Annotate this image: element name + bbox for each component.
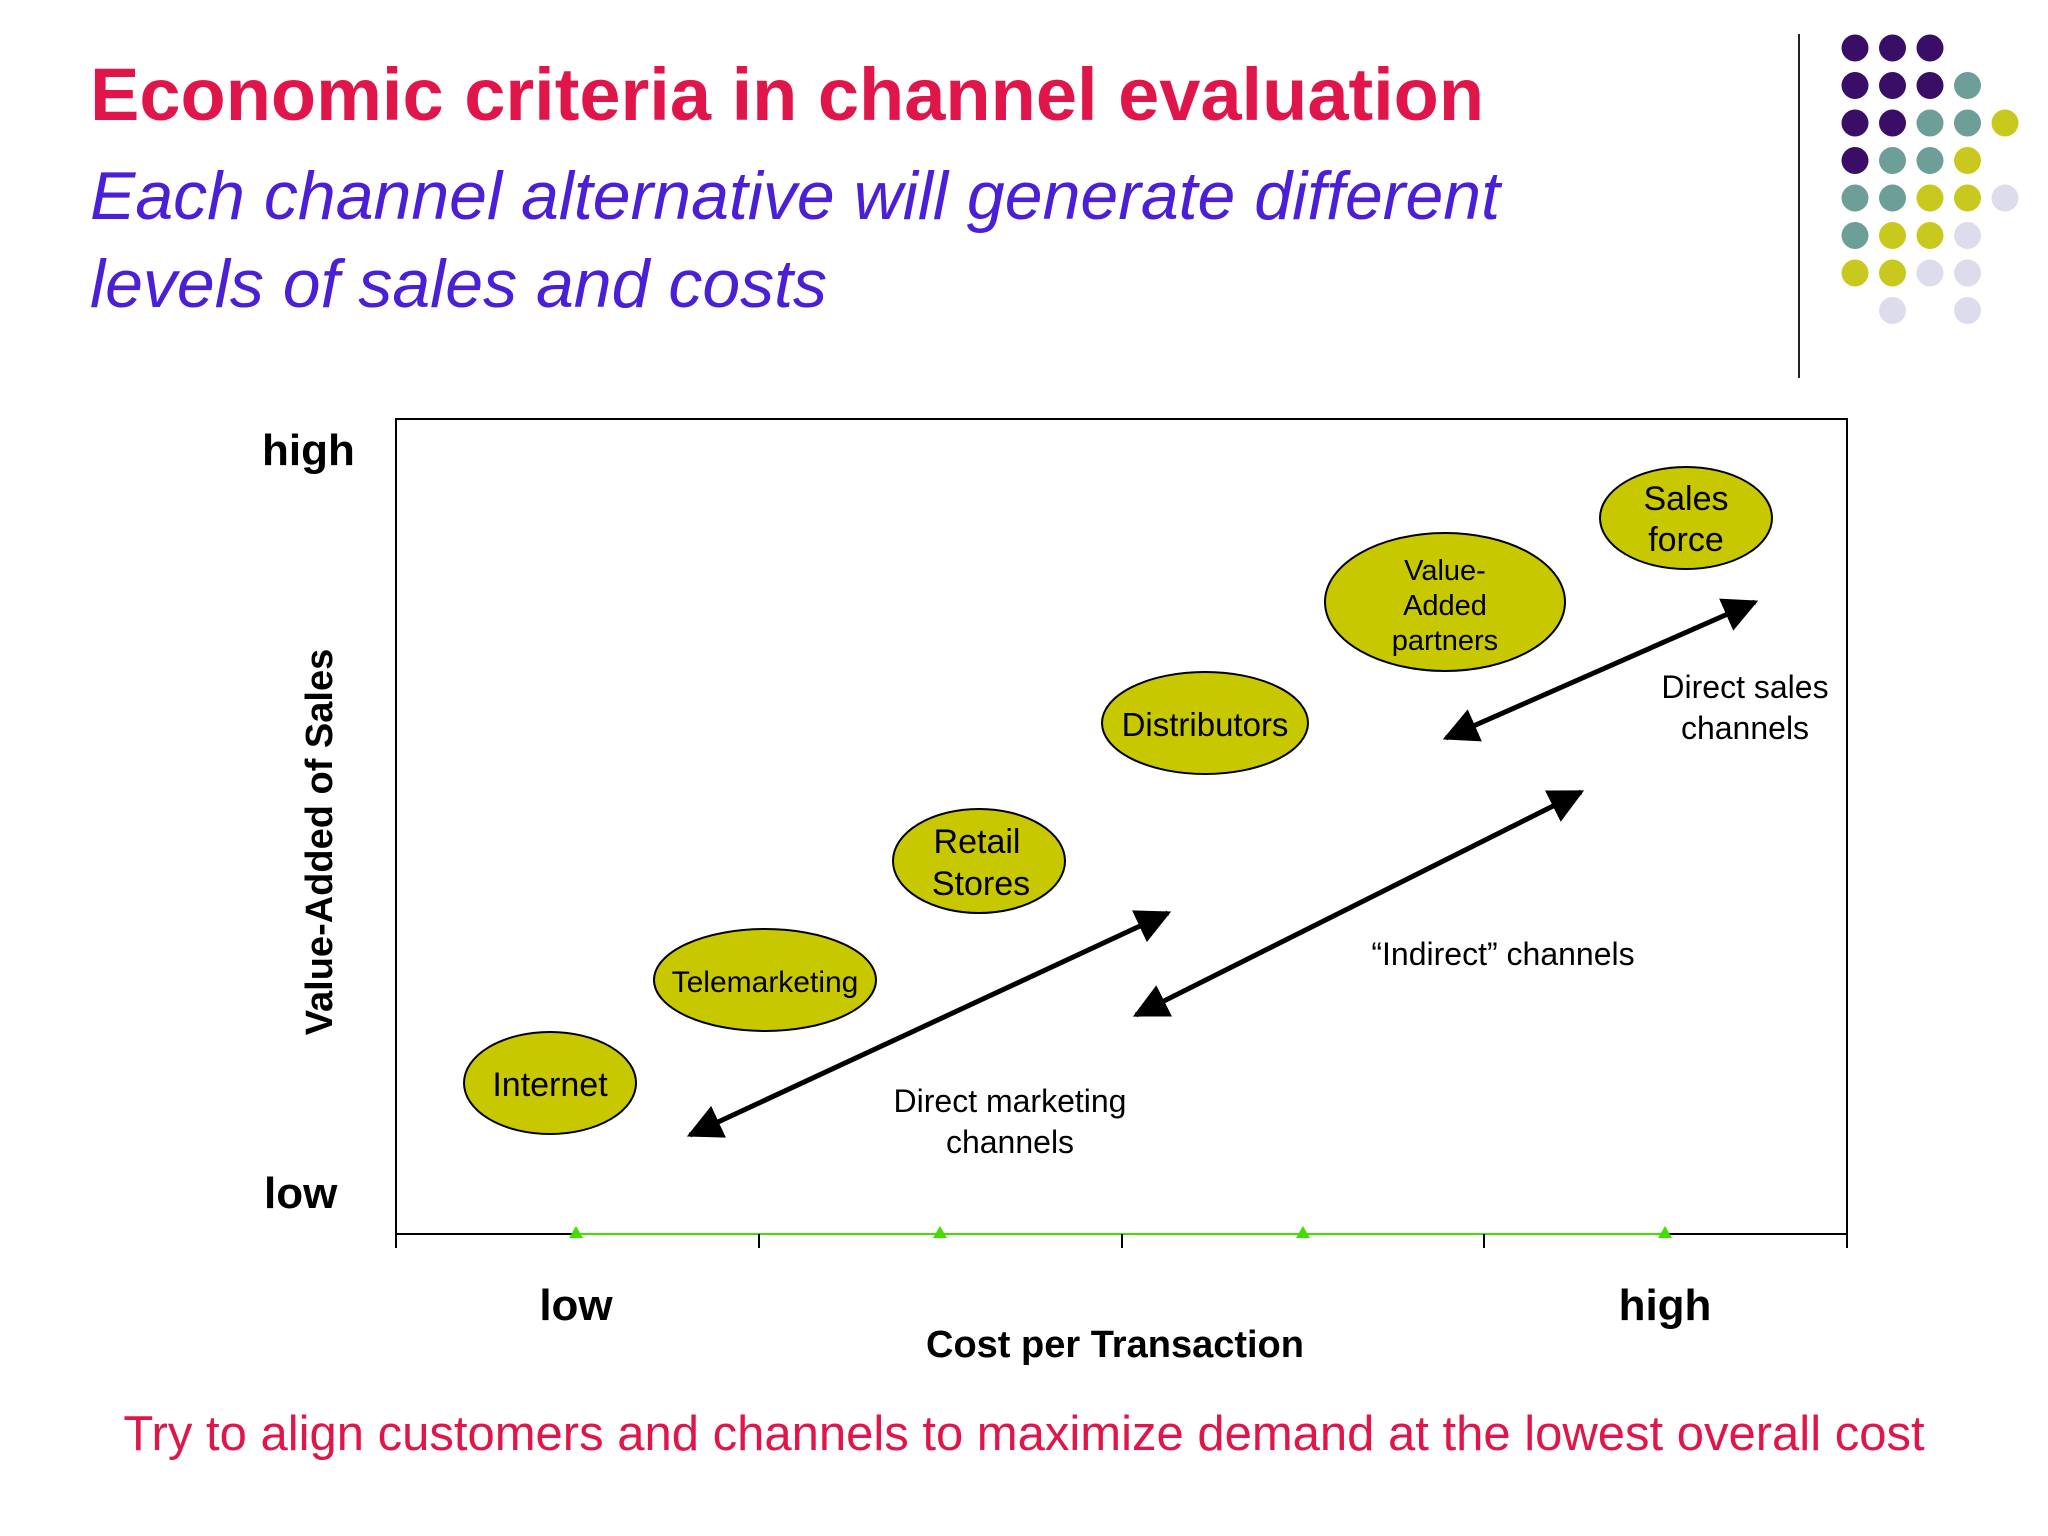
axis-marker xyxy=(1658,1226,1672,1238)
decorative-dot xyxy=(1991,184,2019,212)
decorative-dot xyxy=(1879,184,1906,212)
channel-label: Value- xyxy=(1404,555,1486,587)
group-indirect: “Indirect” channels xyxy=(1371,936,1634,972)
decorative-dot xyxy=(1916,34,1944,62)
decorative-dot xyxy=(1879,72,1906,99)
group-label: channels xyxy=(1681,710,1809,746)
channel-label: Retail xyxy=(934,823,1021,861)
decorative-dot xyxy=(1954,109,1981,137)
decorative-dot xyxy=(1879,222,1906,249)
decorative-dot xyxy=(1841,72,1869,99)
decorative-dot xyxy=(1916,259,1944,287)
x-axis xyxy=(395,1226,1848,1248)
channel-distributors: Distributors xyxy=(1101,671,1309,775)
group-label: “Indirect” channels xyxy=(1371,936,1634,972)
channel-label: Sales xyxy=(1643,480,1728,518)
subtitle-line: levels of sales and costs xyxy=(90,246,828,322)
decorative-dot xyxy=(1879,297,1906,324)
decorative-dot xyxy=(1879,34,1906,62)
decorative-dot xyxy=(1841,109,1869,137)
decorative-dot xyxy=(1954,147,1981,174)
decorative-dot xyxy=(1879,147,1906,174)
channel-label: partners xyxy=(1392,625,1498,657)
axis-marker xyxy=(569,1226,583,1238)
decorative-dot xyxy=(1954,184,1981,212)
decorative-dot xyxy=(1879,259,1906,287)
channel-value-added-partners: Value- Added partners xyxy=(1324,532,1566,672)
channel-label: Internet xyxy=(492,1066,608,1104)
y-axis-title: Value-Added of Sales xyxy=(299,649,341,1035)
decorative-dot xyxy=(1841,34,1869,62)
axis-marker xyxy=(1296,1226,1310,1238)
slide-subtitle: Each channel alternative will generate d… xyxy=(90,152,1690,328)
channel-label: Stores xyxy=(932,865,1030,903)
decorative-dot xyxy=(1916,184,1944,212)
decorative-dot xyxy=(1841,222,1869,249)
arrow-direct-sales xyxy=(1442,598,1759,742)
y-tick-label-low: low xyxy=(264,1169,338,1218)
subtitle-line: Each channel alternative will generate d… xyxy=(90,158,1500,234)
decorative-dot xyxy=(1841,147,1869,174)
channel-label: Added xyxy=(1403,590,1487,622)
decorative-dot xyxy=(1916,72,1944,99)
decorative-dot xyxy=(1916,147,1944,174)
slide-title: Economic criteria in channel evaluation xyxy=(90,53,1485,136)
channel-internet: Internet xyxy=(463,1031,637,1135)
decorative-dot xyxy=(1954,222,1981,249)
decorative-dot xyxy=(1991,109,2019,137)
channel-label: Distributors xyxy=(1122,706,1289,743)
decorative-dot xyxy=(1954,297,1981,324)
channel-label: Telemarketing xyxy=(672,966,859,999)
footer-note: Try to align customers and channels to m… xyxy=(123,1407,1925,1461)
group-label: channels xyxy=(946,1124,1074,1160)
x-tick-label-high: high xyxy=(1619,1281,1712,1330)
x-tick-label-low: low xyxy=(539,1281,613,1330)
axis-marker xyxy=(933,1226,947,1238)
channel-retail-stores: Retail Stores xyxy=(892,808,1066,914)
group-label: Direct marketing xyxy=(894,1083,1127,1119)
arrow-indirect xyxy=(1132,789,1585,1018)
channel-label: force xyxy=(1648,521,1724,559)
decorative-dot xyxy=(1954,259,1981,287)
group-direct-marketing: Direct marketing channels xyxy=(894,1083,1127,1160)
y-tick-label-high: high xyxy=(262,426,355,475)
channel-sales-force: Sales force xyxy=(1599,466,1773,570)
decorative-dot xyxy=(1954,72,1981,99)
x-axis-title: Cost per Transaction xyxy=(926,1324,1304,1366)
arrow-direct-marketing xyxy=(686,910,1172,1138)
channel-telemarketing: Telemarketing xyxy=(653,928,877,1032)
group-label: Direct sales xyxy=(1661,669,1828,705)
decorative-dot xyxy=(1841,184,1869,212)
decorative-dot-cluster xyxy=(1841,34,2019,324)
decorative-dot xyxy=(1841,259,1869,287)
decorative-dot xyxy=(1879,109,1906,137)
decorative-dot xyxy=(1916,109,1944,137)
group-direct-sales: Direct sales channels xyxy=(1661,669,1828,746)
decorative-dot xyxy=(1916,222,1944,249)
